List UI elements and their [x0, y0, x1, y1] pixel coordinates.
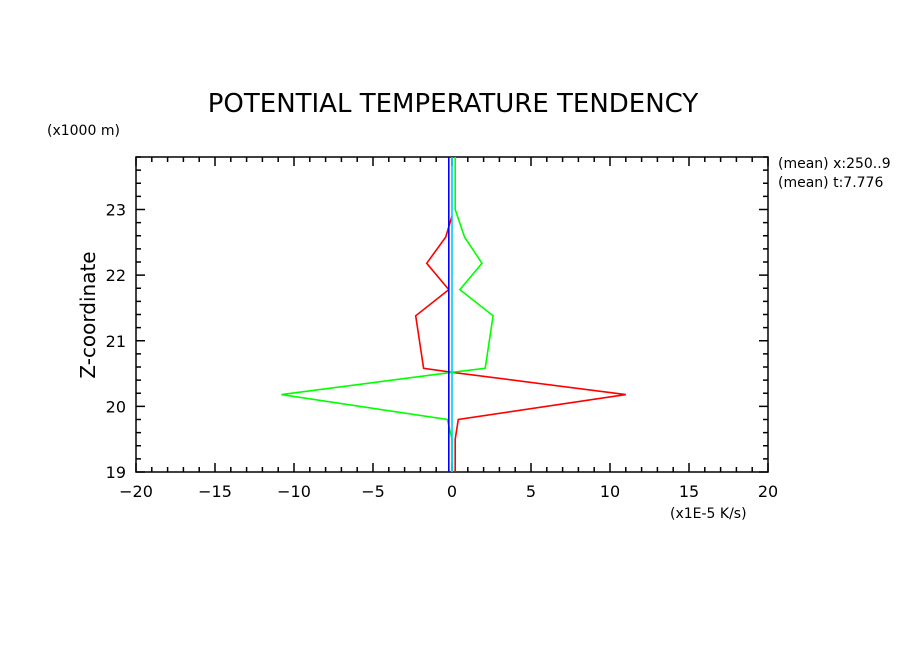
y-tick-label: 23 [106, 201, 126, 220]
x-unit-label: (x1E-5 K/s) [670, 506, 747, 522]
x-tick-label: 0 [447, 482, 457, 501]
x-tick-label: 5 [526, 482, 536, 501]
y-tick-label: 20 [106, 397, 126, 416]
annotation-t-mean: (mean) t:7.776 [778, 175, 883, 191]
y-tick-label: 19 [106, 463, 126, 482]
x-tick-label: 15 [679, 482, 699, 501]
x-tick-label: −10 [277, 482, 311, 501]
y-axis-title: Z-coordinate [76, 251, 100, 378]
annotation-x-mean: (mean) x:250..9 [778, 156, 891, 172]
x-tick-label: 10 [600, 482, 620, 501]
y-tick-label: 21 [106, 332, 126, 351]
x-tick-label: −15 [198, 482, 232, 501]
y-unit-label: (x1000 m) [47, 123, 120, 139]
series-line-1 [414, 215, 626, 472]
y-tick-label: 22 [106, 266, 126, 285]
x-tick-label: 20 [758, 482, 778, 501]
series-line-2 [281, 157, 494, 472]
x-tick-label: −20 [119, 482, 153, 501]
axis-ticks: −20 −15 −10 −5 0 5 10 15 20 19 20 21 22 23 [106, 156, 778, 501]
x-tick-label: −5 [361, 482, 385, 501]
series-group [281, 157, 626, 472]
chart-title: POTENTIAL TEMPERATURE TENDENCY [208, 89, 699, 119]
